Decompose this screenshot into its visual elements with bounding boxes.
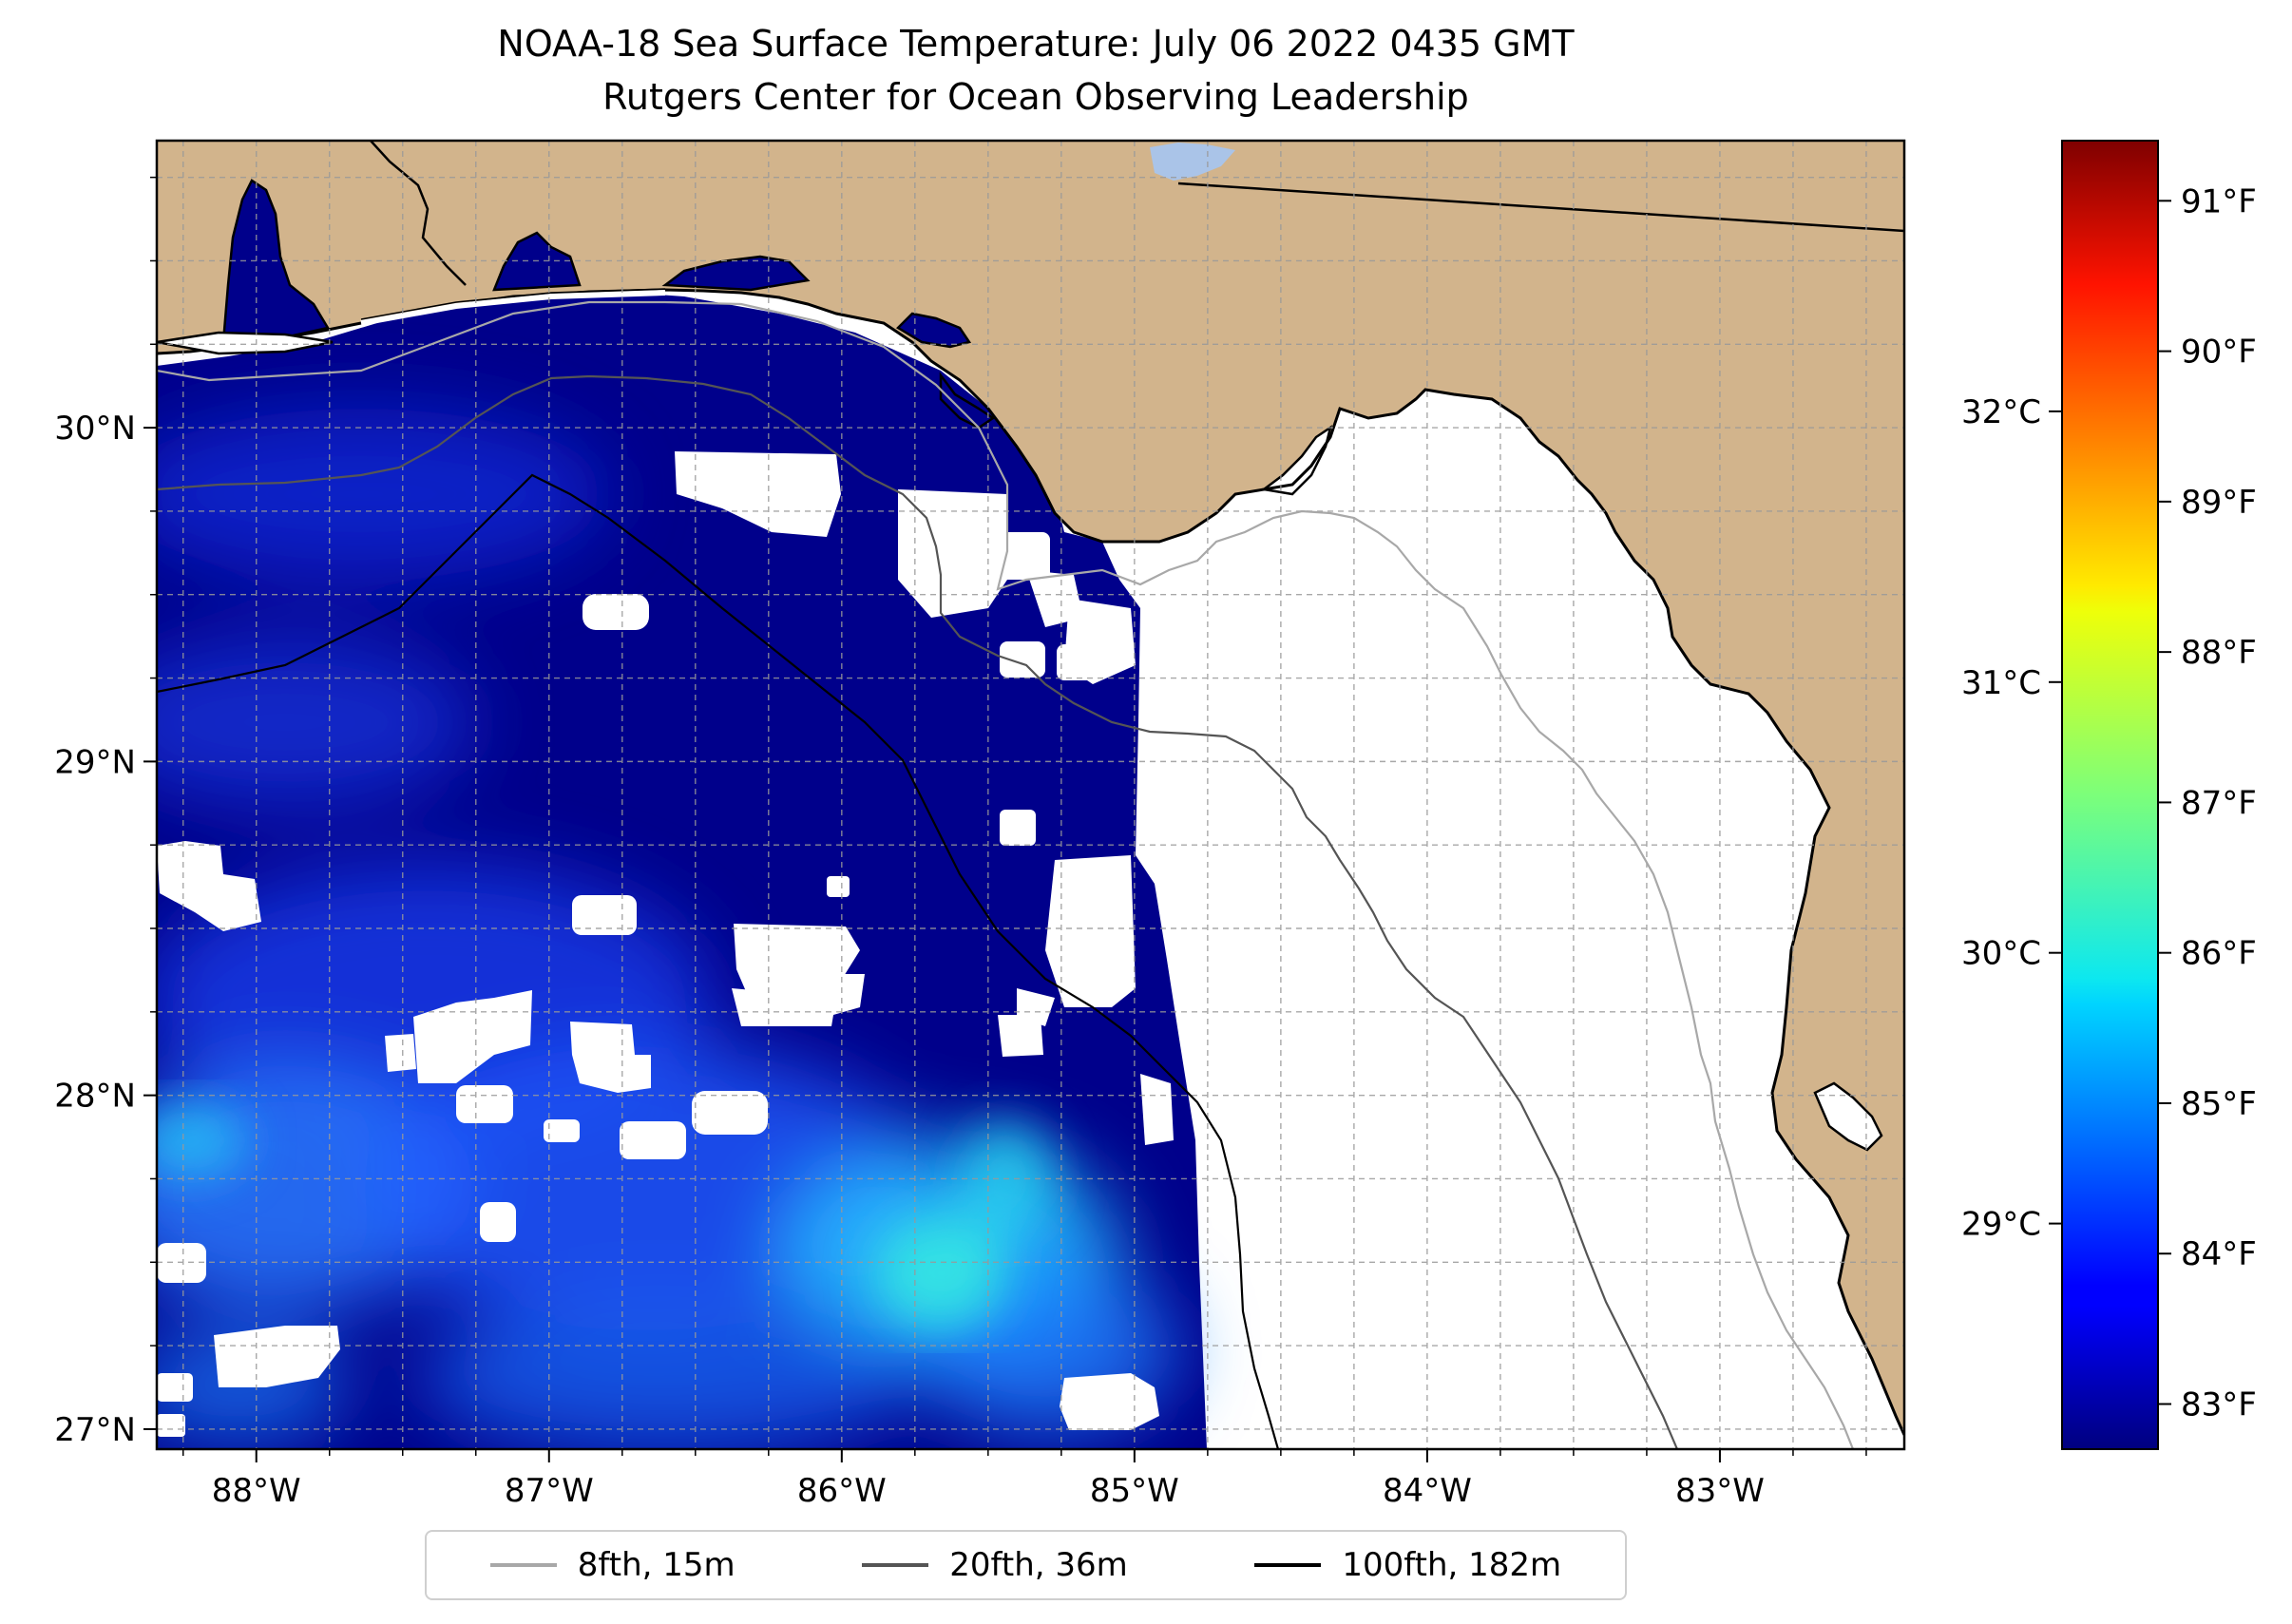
lon-tick-label: 83°W: [1675, 1472, 1765, 1510]
map-area: [157, 141, 1904, 1449]
lon-tick-label: 88°W: [212, 1472, 301, 1510]
lat-tick-label: 27°N: [54, 1411, 136, 1449]
colorbar-f-label: 86°F: [2181, 935, 2257, 973]
contour-100fth-182m: [157, 473, 1280, 1449]
sst-hot-spots: [157, 1102, 1055, 1330]
contour-20fth-36m: [157, 374, 1679, 1449]
lat-tick-label: 29°N: [54, 743, 136, 781]
legend-item-100fth: 100fth, 182m: [1254, 1546, 1561, 1584]
sst-warm-patches: [157, 409, 1178, 1449]
legend-item-20fth: 20fth, 36m: [862, 1546, 1128, 1584]
lon-tick-label: 87°W: [505, 1472, 594, 1510]
barrier-island: [157, 331, 334, 355]
legend-label-100fth: 100fth, 182m: [1342, 1546, 1562, 1584]
map-subtitle: Rutgers Center for Ocean Observing Leade…: [602, 76, 1469, 118]
legend-swatch-8fth: [489, 1563, 557, 1567]
lat-tick-label: 28°N: [54, 1078, 136, 1116]
colorbar-f-label: 90°F: [2181, 334, 2257, 372]
colorbar-f-label: 89°F: [2181, 484, 2257, 522]
map-title: NOAA-18 Sea Surface Temperature: July 06…: [497, 23, 1575, 65]
colorbar-fahrenheit-axis: 91°F 90°F 89°F 88°F 87°F 86°F 85°F 84°F 83°F: [2158, 182, 2257, 1424]
colorbar-c-label: 29°C: [1961, 1206, 2041, 1244]
colorbar-f-label: 88°F: [2181, 634, 2257, 672]
latitude-axis: 30°N 29°N 28°N 27°N: [54, 176, 157, 1449]
map-frame: [155, 139, 1906, 1451]
lon-tick-label: 85°W: [1090, 1472, 1179, 1510]
barrier-island-strip: [360, 290, 666, 326]
legend-swatch-100fth: [1254, 1563, 1322, 1567]
colorbar-f-label: 85°F: [2181, 1085, 2257, 1123]
bays-and-inlets: [221, 143, 1883, 1152]
colorbar-f-label: 87°F: [2181, 784, 2257, 822]
contour-legend: 8fth, 15m 20fth, 36m 100fth, 182m: [425, 1530, 1627, 1600]
state-boundary-line-2: [370, 141, 467, 286]
state-boundary-line: [1177, 182, 1904, 233]
colorbar-c-label: 32°C: [1961, 393, 2041, 431]
lat-tick-label: 30°N: [54, 410, 136, 448]
colorbar-f-label: 83°F: [2181, 1386, 2257, 1424]
colorbar-c-label: 30°C: [1961, 935, 2041, 973]
lon-tick-label: 86°W: [797, 1472, 887, 1510]
legend-label-8fth: 8fth, 15m: [577, 1546, 735, 1584]
legend-swatch-20fth: [862, 1563, 929, 1567]
longitude-axis: 88°W 87°W 86°W 85°W 84°W 83°W: [181, 1449, 1867, 1510]
coastline: [157, 288, 1904, 1436]
map-gridlines: [157, 141, 1904, 1449]
contour-8fth-15m: [157, 300, 1855, 1449]
legend-label-20fth: 20fth, 36m: [949, 1546, 1128, 1584]
lon-tick-label: 84°W: [1383, 1472, 1472, 1510]
colorbar-f-label: 84°F: [2181, 1235, 2257, 1273]
legend-item-8fth: 8fth, 15m: [489, 1546, 735, 1584]
colorbar-c-label: 31°C: [1961, 664, 2041, 702]
colorbar: [2061, 140, 2159, 1450]
colorbar-celsius-axis: 32°C 31°C 30°C 29°C: [1961, 393, 2062, 1244]
land-mass: [157, 141, 1904, 1435]
colorbar-f-label: 91°F: [2181, 182, 2257, 220]
